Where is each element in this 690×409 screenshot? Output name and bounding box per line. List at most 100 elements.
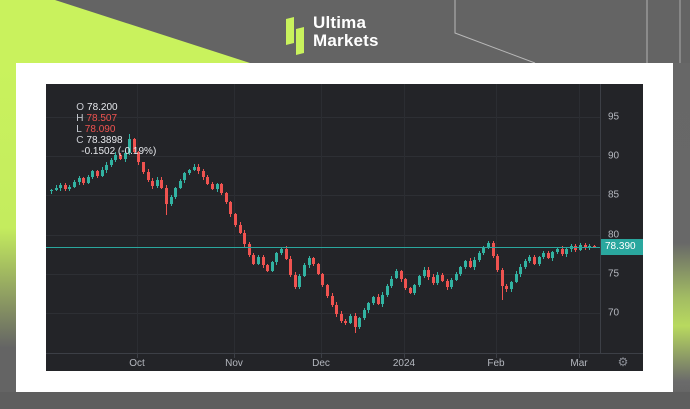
- candle-body: [386, 286, 389, 295]
- candle-body: [211, 183, 214, 190]
- candle-body: [220, 184, 223, 194]
- x-axis-tick: [496, 354, 497, 358]
- gridline-horizontal: [46, 234, 600, 236]
- candle-body: [101, 170, 104, 176]
- x-axis-label: Mar: [570, 358, 588, 369]
- candle-body: [423, 269, 426, 277]
- candle-body: [216, 184, 219, 190]
- y-axis-label: 75: [608, 268, 620, 280]
- candle-body: [450, 280, 453, 288]
- candle-body: [367, 302, 370, 310]
- candle-body: [538, 257, 541, 264]
- candle-body: [381, 294, 384, 304]
- candle-body: [280, 248, 283, 254]
- gridline-horizontal: [46, 117, 600, 118]
- candle-body: [413, 284, 416, 293]
- candle-body: [285, 248, 288, 259]
- candle-body: [547, 252, 550, 259]
- candle-body: [308, 258, 311, 266]
- open-value: 78.200: [87, 102, 118, 113]
- candle-body: [105, 164, 108, 171]
- settings-button[interactable]: ⚙: [606, 355, 640, 370]
- candle-body: [294, 274, 297, 288]
- gridline-vertical: [579, 84, 580, 353]
- candle-body: [252, 254, 255, 264]
- x-axis-tick: [579, 354, 580, 358]
- logo-bar-icon: [296, 27, 304, 55]
- candle-body: [317, 264, 320, 274]
- change-value: -0.1502 (-0.19%): [81, 146, 157, 157]
- candle-body: [551, 251, 554, 259]
- candle-body: [478, 253, 481, 260]
- candle-body: [225, 193, 228, 203]
- candle-body: [400, 271, 403, 280]
- high-label: H: [76, 113, 84, 124]
- y-axis-label: 90: [608, 150, 620, 162]
- candle-body: [574, 246, 577, 251]
- candle-body: [110, 160, 113, 165]
- candle-body: [147, 171, 150, 181]
- candle-body: [174, 188, 177, 197]
- price-pane[interactable]: [46, 84, 600, 353]
- candle-body: [275, 253, 278, 263]
- candle-body: [561, 248, 564, 255]
- candle-body: [584, 244, 587, 248]
- candle-body: [151, 180, 154, 186]
- candle-body: [469, 261, 472, 267]
- hexagon-outline-icon: [454, 0, 681, 63]
- close-value: 78.3898: [86, 135, 123, 146]
- candle-body: [349, 316, 352, 324]
- candle-body: [354, 316, 357, 328]
- candle-body: [197, 167, 200, 172]
- gridline-vertical: [321, 84, 322, 353]
- ohlc-legend: O 78.200 H 78.507 L 78.090 C 78.3898 -0.1502…: [54, 91, 159, 168]
- x-axis-label: Dec: [312, 358, 330, 369]
- candle-body: [588, 246, 591, 248]
- candle-body: [202, 171, 205, 178]
- candle-body: [229, 202, 232, 215]
- candle-body: [133, 138, 136, 153]
- candle-body: [243, 233, 246, 244]
- candle-body: [395, 271, 398, 279]
- candle-body: [326, 284, 329, 296]
- x-axis-tick: [234, 354, 235, 358]
- candle-body: [377, 297, 380, 304]
- chart-card: 95 90 85 80 75 70 Oct Nov Dec 2024 Feb Mar 78.390 …: [16, 63, 673, 392]
- y-axis-label: 85: [608, 189, 620, 201]
- price-axis[interactable]: 95 90 85 80 75 70: [600, 84, 643, 353]
- candle-body: [59, 185, 62, 189]
- x-axis-tick: [321, 354, 322, 358]
- candle-body: [455, 273, 458, 281]
- current-price-label: 78.390: [601, 239, 643, 255]
- brand-name: Ultima Markets: [313, 14, 379, 50]
- candle-body: [441, 274, 444, 281]
- candle-body: [68, 186, 71, 190]
- candle-body: [321, 273, 324, 285]
- candle-body: [298, 276, 301, 288]
- candle-body: [248, 244, 251, 255]
- candle-body: [331, 295, 334, 306]
- low-value: 78.090: [84, 124, 116, 135]
- candle-body: [436, 274, 439, 284]
- brand-line-1: Ultima: [313, 13, 367, 32]
- candle-body: [492, 243, 495, 256]
- time-axis[interactable]: Oct Nov Dec 2024 Feb Mar: [46, 353, 643, 371]
- candle-body: [593, 246, 596, 248]
- candle-body: [515, 273, 518, 282]
- candle-body: [78, 178, 81, 183]
- candle-body: [432, 276, 435, 284]
- candle-body: [234, 214, 237, 226]
- candle-body: [358, 318, 361, 328]
- candle-body: [528, 257, 531, 262]
- candle-body: [142, 162, 145, 172]
- candle-body: [501, 269, 504, 286]
- candle-body: [239, 225, 242, 234]
- candle-body: [524, 261, 527, 267]
- candle-body: [496, 255, 499, 270]
- candle-body: [404, 279, 407, 288]
- candle-body: [73, 182, 76, 187]
- gear-icon: ⚙: [617, 355, 629, 369]
- candle-body: [206, 177, 209, 184]
- open-label: O: [76, 102, 85, 113]
